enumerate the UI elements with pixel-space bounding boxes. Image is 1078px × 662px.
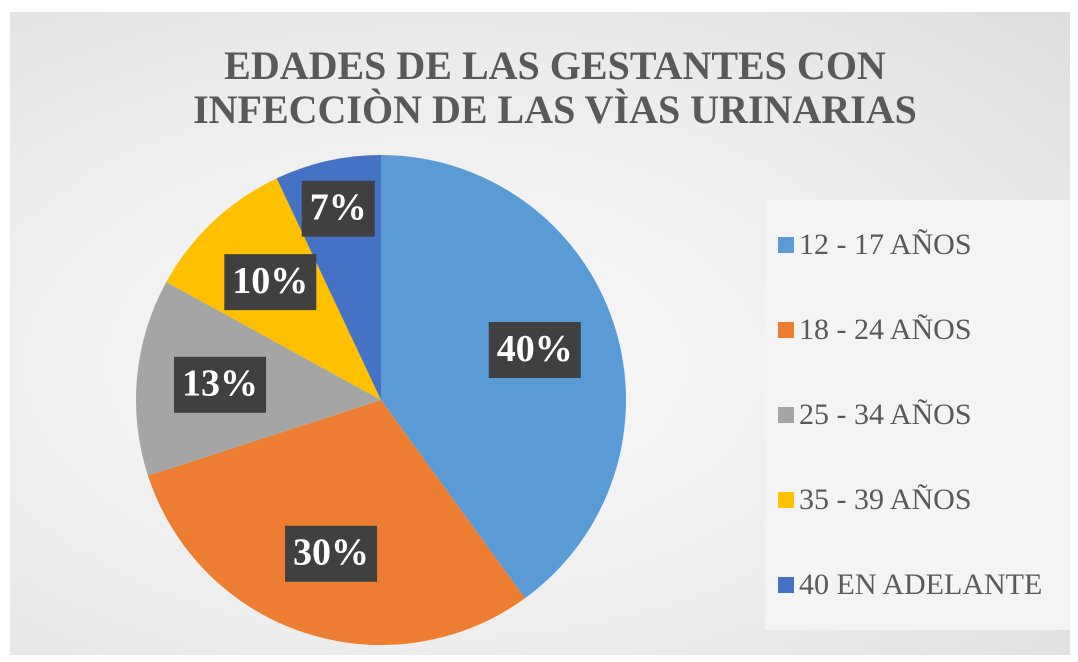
- chart-title: EDADES DE LAS GESTANTES CON INFECCIÒN DE…: [193, 43, 917, 132]
- legend-box: [765, 200, 1070, 630]
- data-label-text: 7%: [310, 186, 367, 228]
- legend-label: 12 - 17 AÑOS: [799, 228, 972, 261]
- legend-swatch: [778, 577, 794, 593]
- data-label-text: 30%: [293, 532, 369, 574]
- legend-label: 40 EN ADELANTE: [799, 568, 1042, 601]
- data-label-text: 10%: [232, 260, 308, 302]
- data-label-text: 40%: [497, 328, 573, 370]
- legend-swatch: [778, 237, 794, 253]
- data-label-box: [224, 254, 317, 311]
- legend-swatch: [778, 322, 794, 338]
- legend-label: 18 - 24 AÑOS: [799, 313, 972, 346]
- legend-swatch: [778, 407, 794, 423]
- legend-swatch: [778, 492, 794, 508]
- data-label-text: 13%: [182, 363, 258, 405]
- data-label-box: [488, 322, 581, 379]
- pie-slice: [147, 400, 526, 645]
- legend-label: 25 - 34 AÑOS: [799, 398, 972, 431]
- data-label-box: [285, 525, 378, 582]
- data-label-box: [301, 180, 375, 237]
- legend-label: 35 - 39 AÑOS: [799, 483, 972, 516]
- data-label-box: [174, 356, 267, 413]
